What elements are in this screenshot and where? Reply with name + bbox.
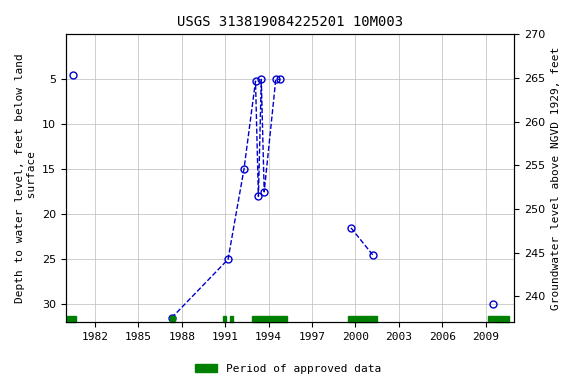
Bar bbox=[223, 316, 226, 323]
Y-axis label: Groundwater level above NGVD 1929, feet: Groundwater level above NGVD 1929, feet bbox=[551, 47, 561, 310]
Legend: Period of approved data: Period of approved data bbox=[191, 359, 385, 379]
Title: USGS 313819084225201 10M003: USGS 313819084225201 10M003 bbox=[177, 15, 403, 29]
Bar bbox=[230, 316, 233, 323]
Bar bbox=[252, 316, 287, 323]
Bar bbox=[67, 316, 76, 323]
Bar bbox=[170, 316, 175, 323]
Y-axis label: Depth to water level, feet below land
 surface: Depth to water level, feet below land su… bbox=[15, 53, 37, 303]
Bar bbox=[488, 316, 509, 323]
Bar bbox=[348, 316, 377, 323]
